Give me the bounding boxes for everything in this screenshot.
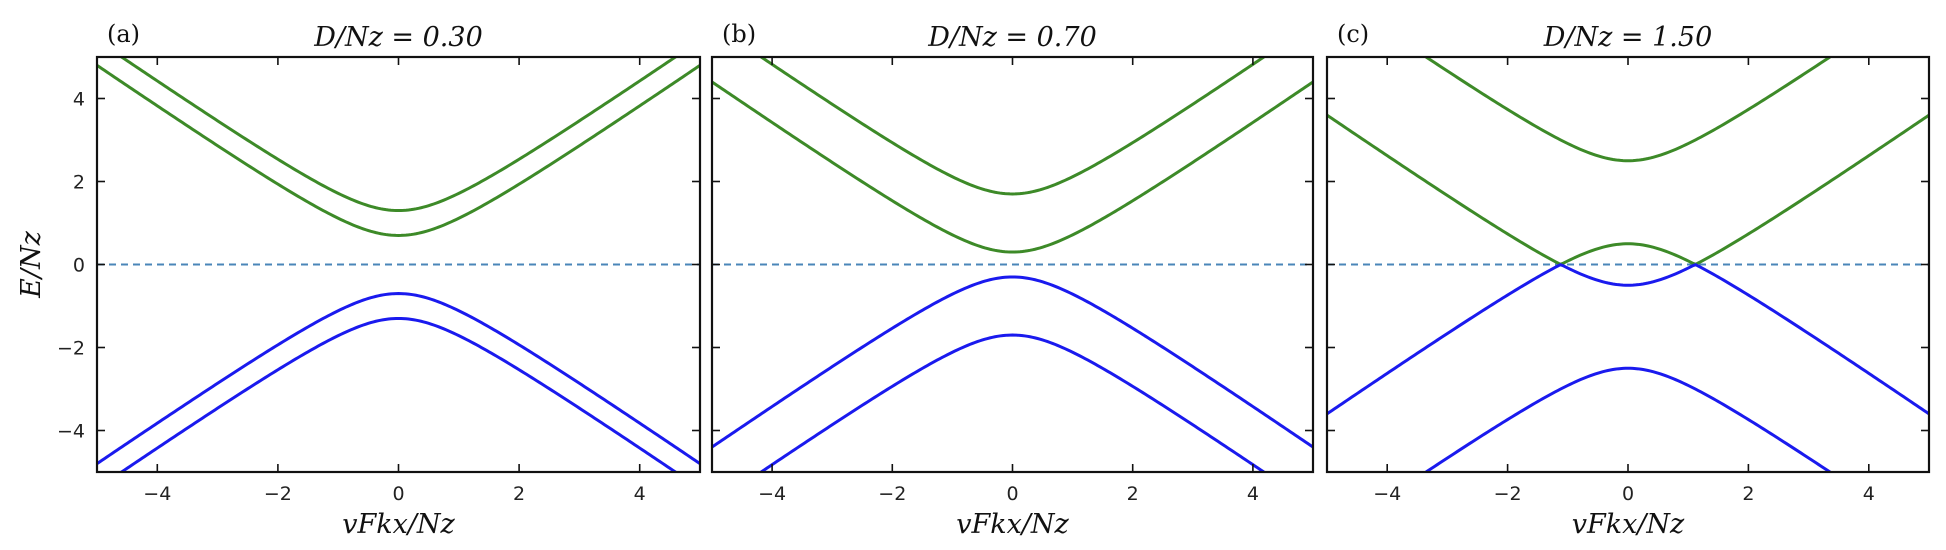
chart-panel-2: −4 −2 0 2 4 (b) D/Nz = 0.70 vFkx/Nz (710, 20, 1315, 540)
y-tick-label: 2 (73, 172, 85, 194)
x-tick-label: 4 (1247, 483, 1259, 505)
x-tick-label: 0 (1006, 483, 1018, 505)
conduction-band-line-2 (712, 80, 1313, 254)
x-tick-label: −4 (143, 483, 171, 505)
valence-band-line-3 (97, 292, 700, 465)
conduction-band-line-1 (758, 57, 1267, 196)
x-tick-label: 4 (1863, 483, 1875, 505)
valence-band-line-4 (118, 316, 679, 472)
y-tick-label: 4 (73, 89, 85, 111)
x-axis-label: vFkx/Nz (956, 509, 1069, 540)
x-tick-label: 0 (1622, 483, 1634, 505)
x-tick-label: 4 (634, 483, 646, 505)
conduction-band-line-2 (1327, 113, 1929, 266)
x-tick-label: 2 (1127, 483, 1139, 505)
band-curves (97, 57, 700, 472)
y-axis-label: E/Nz (16, 230, 47, 298)
conduction-band-line-1 (118, 57, 679, 213)
panel-title: D/Nz = 0.30 (313, 22, 483, 53)
x-tick-label: −2 (264, 483, 292, 505)
panel-label: (c) (1337, 20, 1369, 48)
chart-panel-3: −4 −2 0 2 4 (c) D/Nz = 1.50 vFkx/Nz (1325, 20, 1931, 540)
y-tick-label: −4 (57, 421, 85, 443)
valence-band-line-4 (758, 333, 1267, 472)
y-tick-label: 0 (73, 255, 85, 277)
x-tick-label: 2 (513, 483, 525, 505)
panel-label: (b) (722, 20, 756, 48)
band-curves (712, 57, 1313, 472)
x-axis-label: vFkx/Nz (342, 509, 455, 540)
band-curves (1327, 57, 1929, 472)
panel-title: D/Nz = 1.50 (1543, 22, 1713, 53)
x-tick-label: 0 (392, 483, 404, 505)
x-tick-label: 2 (1742, 483, 1754, 505)
panel-title: D/Nz = 0.70 (927, 22, 1097, 53)
conduction-band-line-2 (97, 64, 700, 237)
valence-band-line-3 (1327, 263, 1929, 416)
x-axis-label: vFkx/Nz (1572, 509, 1685, 540)
x-tick-label: −4 (1373, 483, 1401, 505)
x-tick-label: −2 (878, 483, 906, 505)
valence-band-line-3 (712, 275, 1313, 449)
x-tick-label: −4 (758, 483, 786, 505)
y-tick-label: −2 (57, 338, 85, 360)
chart-panel-1: −4 −2 0 2 4 −4 −2 0 2 4 (a) D/Nz = 0.30 vFkx/Nz E/Nz (16, 20, 702, 540)
x-tick-label: −2 (1494, 483, 1522, 505)
panel-label: (a) (107, 20, 140, 48)
